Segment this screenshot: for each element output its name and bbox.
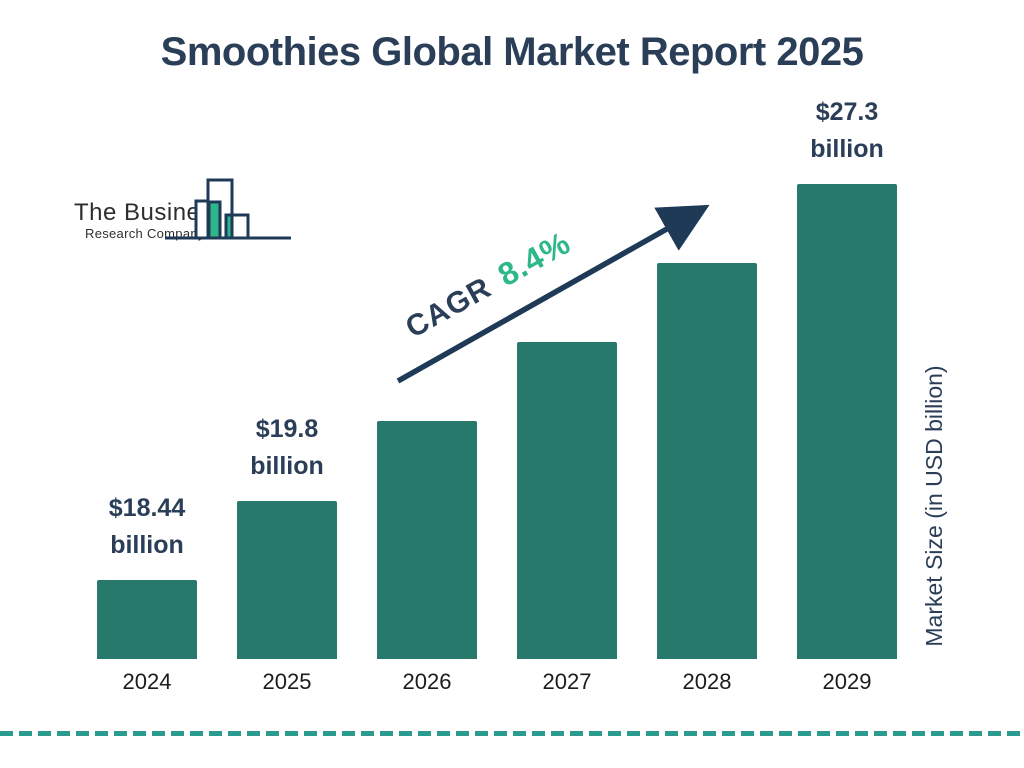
x-tick-label-2024: 2024 <box>122 669 172 694</box>
cagr-trend-arrow <box>396 204 710 384</box>
x-tick-label-2026: 2026 <box>402 669 452 694</box>
value-label-line: billion <box>250 452 324 480</box>
x-tick-label-2025: 2025 <box>262 669 312 694</box>
bar-2028 <box>657 263 757 659</box>
value-label-2029: $27.3 billion <box>757 94 937 168</box>
x-tick-label-2027: 2027 <box>542 669 592 694</box>
value-label-line: $18.44 <box>108 494 186 522</box>
bar-2024 <box>97 580 197 659</box>
value-label-2025: $19.8 billion <box>197 411 377 485</box>
page-title: Smoothies Global Market Report 2025 <box>160 30 864 74</box>
bottom-dashed-divider <box>0 731 1024 736</box>
bar-2027 <box>517 342 617 659</box>
logo-bar-chart-icon <box>165 178 291 240</box>
x-tick-label-2028: 2028 <box>682 669 732 694</box>
y-axis-label: Market Size (in USD billion) <box>921 365 947 647</box>
bar-2026 <box>377 421 477 659</box>
x-tick-label-2029: 2029 <box>822 669 872 694</box>
value-label-line: billion <box>110 531 184 559</box>
value-label-line: $27.3 <box>815 98 879 126</box>
value-label-line: $19.8 <box>255 415 319 443</box>
bar-2029 <box>797 184 897 659</box>
bar-2025 <box>237 501 337 659</box>
value-label-line: billion <box>810 135 884 163</box>
value-label-2024: $18.44 billion <box>57 490 237 564</box>
